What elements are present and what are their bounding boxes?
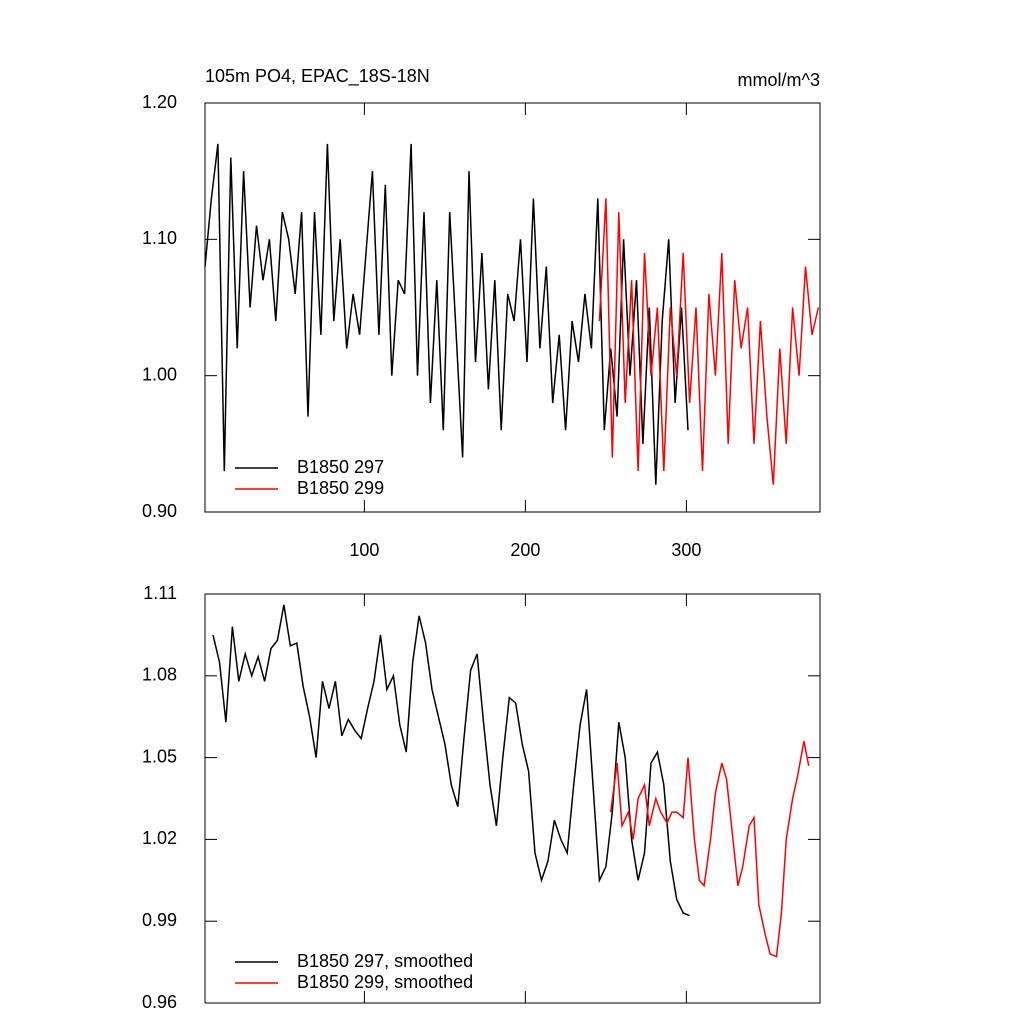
y-tick-label: 1.02	[142, 828, 177, 848]
legend-label: B1850 297	[297, 457, 384, 477]
series-line	[212, 604, 690, 917]
y-tick-label: 1.20	[142, 92, 177, 112]
legend-label: B1850 297, smoothed	[297, 951, 473, 971]
y-tick-label: 0.96	[142, 992, 177, 1012]
chart-title: 105m PO4, EPAC_18S-18N	[205, 66, 430, 87]
plot-frame	[204, 593, 821, 1004]
series-line	[598, 198, 820, 485]
y-tick-label: 1.10	[142, 228, 177, 248]
x-tick-label: 200	[510, 540, 540, 560]
series-line	[609, 741, 810, 958]
x-tick-label: 100	[349, 540, 379, 560]
y-tick-label: 1.00	[142, 364, 177, 384]
series-line	[204, 143, 689, 485]
y-tick-label: 1.11	[143, 583, 177, 603]
units-label: mmol/m^3	[738, 70, 820, 90]
legend-label: B1850 299	[297, 478, 384, 498]
plot-frame	[204, 102, 821, 513]
legend-label: B1850 299, smoothed	[297, 972, 473, 992]
y-tick-label: 0.90	[142, 501, 177, 521]
y-tick-label: 1.05	[142, 746, 177, 766]
y-tick-label: 0.99	[142, 910, 177, 930]
x-tick-label: 300	[671, 540, 701, 560]
y-tick-label: 1.08	[142, 665, 177, 685]
